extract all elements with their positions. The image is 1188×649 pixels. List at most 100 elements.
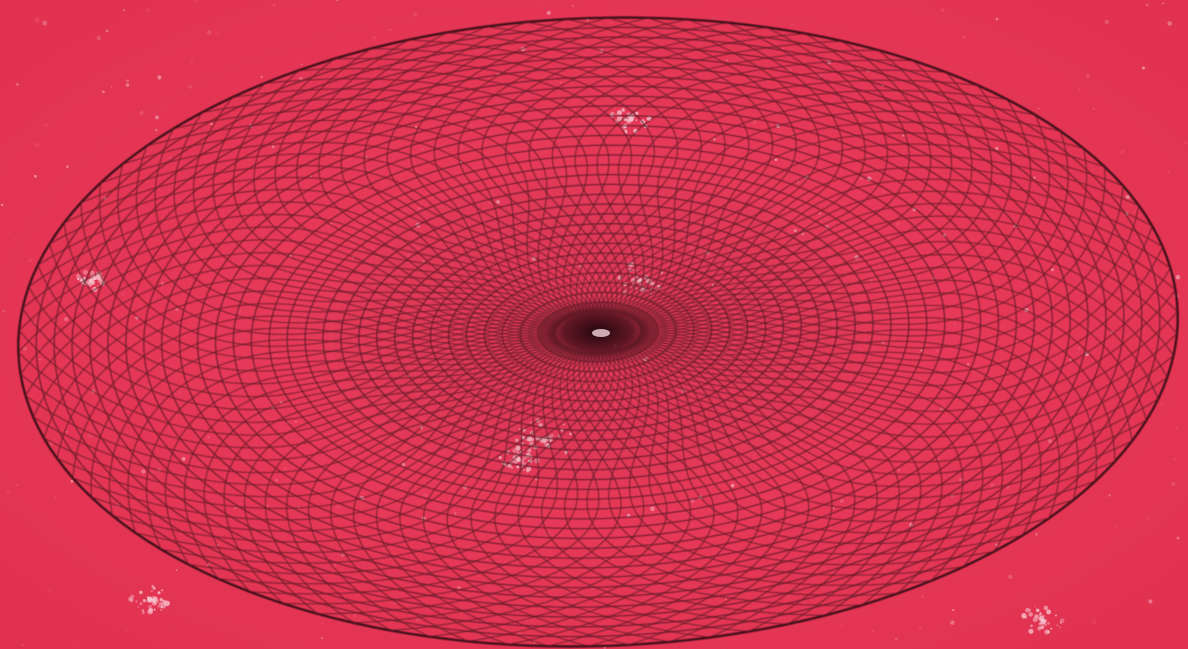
speckle <box>1077 232 1080 235</box>
speckle <box>89 280 92 283</box>
speckle <box>1051 268 1054 272</box>
speckle <box>902 134 905 137</box>
speckle <box>34 17 40 23</box>
speckle <box>22 644 24 646</box>
speckle <box>631 117 634 120</box>
speckle <box>1040 625 1045 629</box>
speckle <box>940 8 945 13</box>
speckle <box>1148 599 1153 604</box>
speckle <box>1036 615 1042 621</box>
speckle <box>635 119 638 122</box>
speckle <box>146 598 151 603</box>
speckle <box>321 637 323 639</box>
speckle <box>421 148 424 151</box>
speckle <box>1048 439 1052 444</box>
speckle <box>636 630 638 633</box>
speckle <box>635 111 639 116</box>
speckle <box>712 16 716 20</box>
speckle <box>774 158 778 162</box>
speckle <box>210 123 213 126</box>
torus-ring-line <box>125 75 1071 589</box>
torus-ring-line <box>53 36 1143 628</box>
speckle <box>900 422 903 425</box>
speckle <box>882 190 886 193</box>
speckle <box>1173 457 1177 461</box>
speckle <box>1028 612 1033 617</box>
speckle <box>345 100 348 103</box>
speckle <box>1058 626 1061 629</box>
speckle <box>304 401 306 403</box>
speckle <box>950 620 955 625</box>
speckle <box>141 609 145 612</box>
speckle <box>1025 616 1028 619</box>
speckle <box>271 145 275 149</box>
speckle <box>1030 624 1033 627</box>
speckle <box>944 476 947 479</box>
speckle <box>139 122 143 125</box>
speckle <box>135 600 138 603</box>
speckle <box>1077 346 1082 351</box>
speckle <box>1092 108 1095 110</box>
speckle <box>152 598 156 603</box>
speckle <box>797 181 800 184</box>
speckle <box>647 575 650 577</box>
speckle <box>1113 524 1118 528</box>
speckle <box>540 1 543 5</box>
speckle <box>921 345 923 348</box>
speckle <box>157 604 161 608</box>
speckle <box>1161 403 1164 406</box>
speckle <box>1119 56 1122 60</box>
speckle <box>1162 2 1164 5</box>
speckle <box>137 605 140 608</box>
speckle <box>93 278 96 281</box>
speckle <box>365 42 367 44</box>
speckle <box>139 590 143 595</box>
speckle <box>372 36 377 40</box>
speckle <box>1017 187 1019 189</box>
speckle <box>1047 621 1050 625</box>
speckle <box>1056 624 1058 627</box>
speckle <box>126 79 130 83</box>
speckle <box>650 506 655 512</box>
speckle <box>294 420 297 423</box>
speckle <box>1104 19 1109 24</box>
speckle <box>188 84 193 89</box>
speckle <box>724 598 727 600</box>
speckle <box>153 608 156 611</box>
speckle <box>172 630 174 632</box>
speckle <box>1038 107 1040 110</box>
speckle <box>1 203 4 207</box>
speckle <box>1120 149 1125 154</box>
speckle <box>293 312 296 315</box>
speckle <box>65 165 69 169</box>
speckle <box>788 595 790 598</box>
speckle <box>546 10 551 15</box>
speckle <box>207 436 210 439</box>
speckle <box>1035 608 1040 613</box>
speckle <box>105 29 109 33</box>
speckle <box>1054 614 1057 617</box>
speckle <box>164 600 170 607</box>
speckle <box>90 280 96 285</box>
speckle <box>797 166 801 170</box>
speckle <box>752 119 757 125</box>
speckle <box>1092 620 1096 625</box>
speckle <box>90 270 95 276</box>
speckle <box>921 595 924 598</box>
speckle <box>995 146 999 150</box>
speckle <box>139 602 143 606</box>
speckle <box>188 96 191 99</box>
speckle <box>730 483 735 488</box>
speckle <box>234 506 237 509</box>
speckle <box>151 590 153 592</box>
speckle <box>894 637 898 641</box>
speckle <box>967 363 970 366</box>
speckle <box>260 75 263 79</box>
speckle <box>1006 485 1010 489</box>
speckle <box>415 617 420 622</box>
speckle <box>15 483 19 487</box>
speckle <box>883 443 886 446</box>
torus-center-highlight <box>592 329 610 337</box>
speckle <box>157 591 161 595</box>
speckle <box>301 63 303 65</box>
